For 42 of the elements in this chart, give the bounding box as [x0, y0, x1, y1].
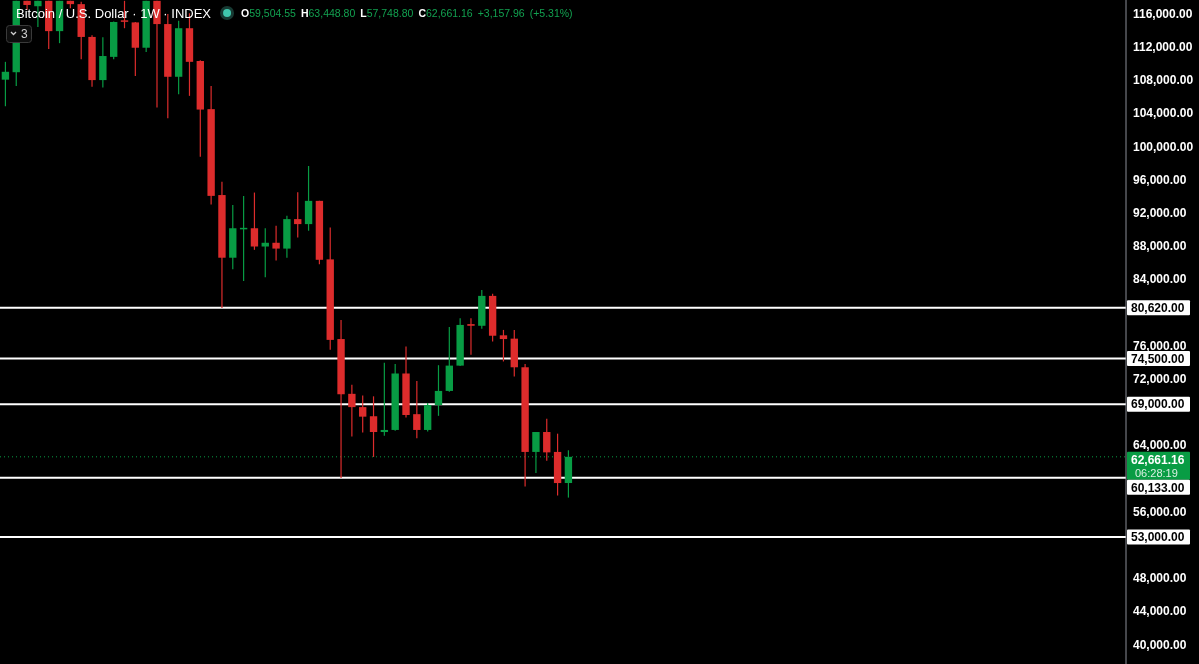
- candlestick: [261, 227, 269, 278]
- y-tick-label: 88,000.00: [1133, 239, 1187, 254]
- y-tick-label: 84,000.00: [1133, 272, 1187, 287]
- annotation: 3: [21, 27, 28, 42]
- y-tick-label: 92,000.00: [1133, 205, 1187, 220]
- ref-line-label: 62,661.16: [1131, 452, 1185, 467]
- candlestick: [359, 394, 367, 434]
- candlestick: [304, 165, 313, 232]
- candlestick: [499, 329, 508, 363]
- ref-line-label: 80,620.00: [1131, 300, 1185, 315]
- candlestick: [467, 317, 475, 356]
- y-tick-label: 112,000.00: [1133, 39, 1193, 54]
- y-tick-label: 76,000.00: [1133, 338, 1187, 353]
- candlestick: [369, 395, 378, 458]
- candlestick: [413, 380, 421, 439]
- ref-line-label: 53,000.00: [1131, 530, 1185, 545]
- text: 06:28:19: [1135, 466, 1178, 479]
- ref-line-label: 69,000.00: [1131, 397, 1185, 412]
- y-tick-label: 48,000.00: [1133, 571, 1187, 586]
- y-tick-label: 108,000.00: [1133, 73, 1194, 88]
- candlestick: [348, 384, 356, 438]
- ref-line-label: 74,500.00: [1131, 351, 1185, 366]
- text: O59,504.55 H63,448.80 L57,748.80 C62,661.16 +3,157.96 (+5.31%): [241, 6, 573, 19]
- y-tick-label: 64,000.00: [1133, 438, 1187, 453]
- y-tick-label: 44,000.00: [1133, 604, 1187, 619]
- candlestick: [294, 191, 302, 238]
- y-tick-label: 104,000.00: [1133, 106, 1194, 121]
- candlestick: [434, 364, 443, 417]
- y-tick-label: 116,000.00: [1133, 6, 1193, 21]
- candlestick: [250, 191, 259, 251]
- ref-line-label: 60,133.00: [1131, 480, 1185, 495]
- candlestick: [1, 61, 10, 107]
- candlestick: [380, 362, 389, 437]
- candlestick: [532, 431, 540, 474]
- candlestick: [272, 225, 280, 262]
- y-tick-label: 96,000.00: [1133, 172, 1187, 187]
- y-tick-label: 72,000.00: [1133, 371, 1187, 386]
- y-tick-label: 100,000.00: [1133, 139, 1194, 154]
- y-tick-label: 40,000.00: [1133, 637, 1187, 652]
- y-tick-label: 56,000.00: [1133, 504, 1187, 519]
- collapse-button: 3: [6, 25, 32, 43]
- candlestick: [543, 418, 551, 462]
